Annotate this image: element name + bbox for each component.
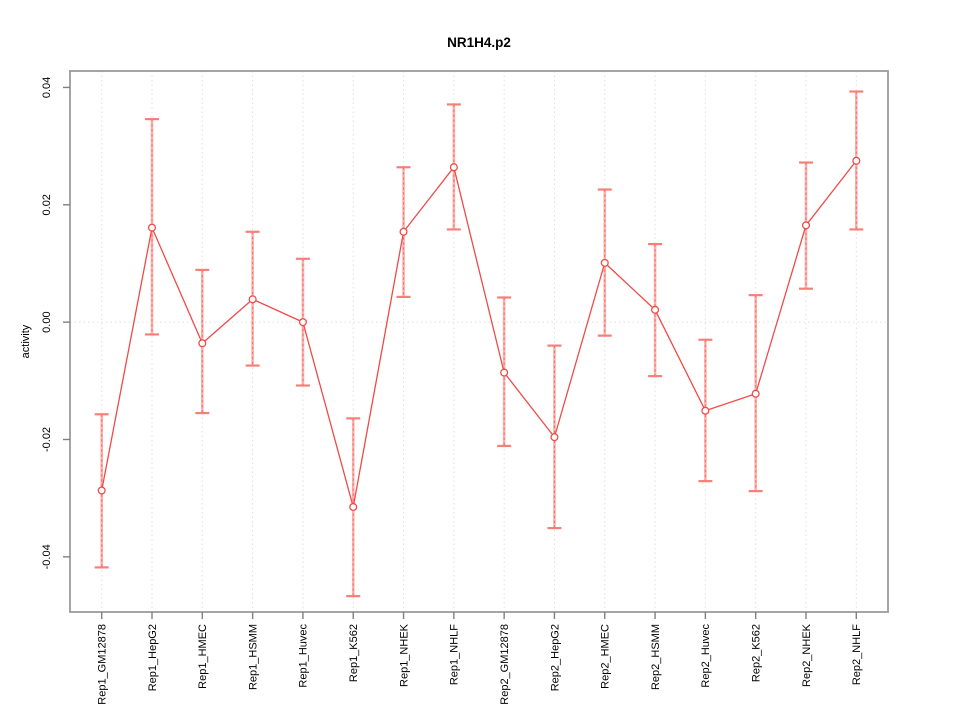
data-point-marker [449,163,458,172]
data-point-marker [248,295,257,304]
y-tick-label: -0.04 [41,544,53,569]
x-tick-label: Rep1_HepG2 [147,624,159,691]
y-tick-label: 0.04 [41,77,53,98]
data-point-marker [349,502,358,512]
x-tick-label: Rep1_K562 [348,624,360,682]
data-point-marker [550,433,559,442]
plot-box-border [69,70,889,613]
x-tick-label: Rep2_NHLF [851,624,863,685]
plot-body: -0.04 -0.02 0.00 0.02 0.04 Rep1_GM12878 Rep1_H… [41,70,889,705]
x-tick-label: Rep1_Huvec [298,624,310,688]
data-point-marker [298,318,307,327]
x-tick-label: Rep2_K562 [750,624,762,682]
x-tick-label: Rep2_GM12878 [499,624,511,705]
x-tick-label: Rep2_Huvec [700,624,712,688]
x-tick-label: Rep2_NHEK [801,623,813,687]
x-tick-label: Rep1_GM12878 [97,624,109,705]
x-tick-label: Rep1_NHEK [398,623,410,687]
y-axis-label: activity [20,324,32,358]
chart-title: NR1H4.p2 [447,35,511,50]
series-line [101,160,857,508]
data-point-marker [600,258,609,267]
data-point-marker [751,389,760,398]
x-tick-label: Rep1_HMEC [197,624,209,689]
data-point-marker [852,156,861,165]
data-point-marker [801,221,811,230]
data-point-marker [198,339,207,348]
data-point-marker [500,368,509,377]
data-point-marker [399,227,408,236]
data-point-marker [651,305,660,314]
x-tick-label: Rep2_HMEC [600,624,612,689]
x-tick-label: Rep2_HepG2 [549,624,561,691]
x-tick-label: Rep2_HSMM [650,624,662,690]
x-tick-label: Rep1_HSMM [247,624,259,690]
y-tick-label: -0.02 [41,427,53,452]
x-tick-label: Rep1_NHLF [449,624,461,685]
data-point-marker [147,223,157,232]
data-point-marker [97,486,106,495]
y-tick-label: 0.00 [41,311,53,332]
data-point-marker [701,406,710,415]
y-tick-label: 0.02 [41,194,53,215]
